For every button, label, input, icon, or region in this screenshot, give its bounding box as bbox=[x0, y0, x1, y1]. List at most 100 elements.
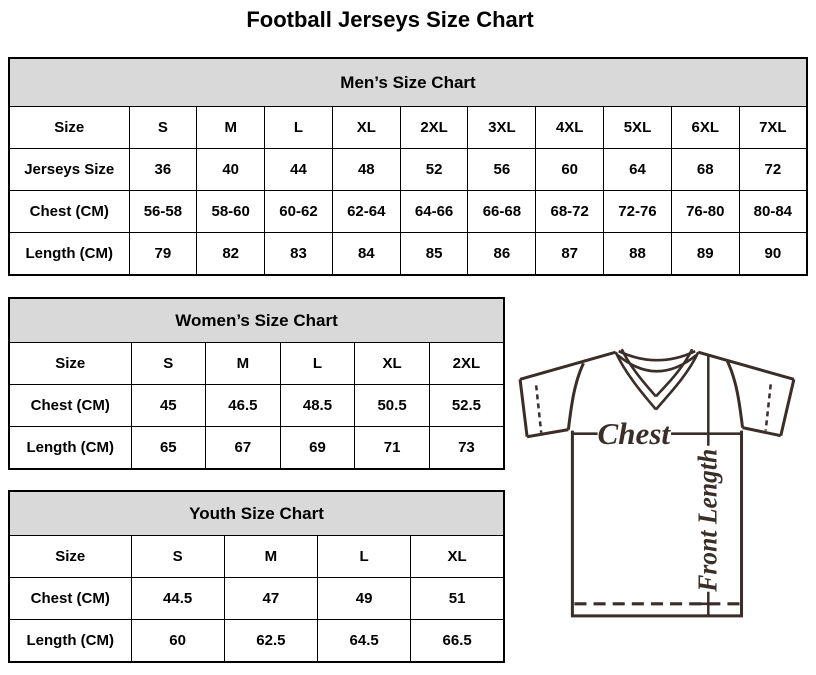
women-table-row: Chest (CM) 45 46.5 48.5 50.5 52.5 bbox=[8, 384, 505, 427]
men-value-cell: M bbox=[196, 106, 266, 149]
youth-row-label: Chest (CM) bbox=[8, 577, 132, 620]
men-value-cell: 60 bbox=[535, 148, 605, 191]
sleeve-stitch-lines bbox=[534, 384, 772, 433]
youth-value-cell: XL bbox=[410, 535, 505, 578]
youth-value-cell: 62.5 bbox=[223, 619, 319, 663]
youth-value-cell: 64.5 bbox=[316, 619, 412, 663]
women-row-label: Chest (CM) bbox=[8, 384, 132, 427]
men-row-label: Size bbox=[8, 106, 130, 149]
men-value-cell: 80-84 bbox=[738, 190, 808, 233]
youth-table-row: Chest (CM) 44.5 47 49 51 bbox=[8, 577, 505, 620]
men-value-cell: 83 bbox=[264, 232, 333, 276]
men-value-cell: 89 bbox=[670, 232, 740, 276]
men-value-cell: 48 bbox=[331, 148, 401, 191]
women-value-cell: 45 bbox=[130, 384, 207, 427]
men-value-cell: 68-72 bbox=[535, 190, 605, 233]
women-table-row: Length (CM) 65 67 69 71 73 bbox=[8, 426, 505, 470]
women-value-cell: L bbox=[279, 342, 356, 385]
mens-size-table: Men’s Size Chart Size S M L XL 2XL 3XL 4XL 5XL 6XL… bbox=[8, 57, 808, 276]
women-value-cell: S bbox=[130, 342, 207, 385]
jersey-outline-icon bbox=[518, 348, 796, 618]
women-value-cell: 52.5 bbox=[428, 384, 505, 427]
men-value-cell: 72 bbox=[738, 148, 808, 191]
womens-size-table: Women’s Size Chart Size S M L XL 2XL Chest (CM)… bbox=[8, 297, 505, 470]
youth-value-cell: 66.5 bbox=[410, 619, 505, 663]
youth-size-table: Youth Size Chart Size S M L XL Chest (CM) 44.5 4… bbox=[8, 490, 505, 663]
men-value-cell: 64-66 bbox=[399, 190, 469, 233]
women-value-cell: 48.5 bbox=[279, 384, 356, 427]
men-table-row: Chest (CM) 56-58 58-60 60-62 62-64 64-66 66-68… bbox=[8, 190, 808, 233]
men-value-cell: 6XL bbox=[670, 106, 740, 149]
youth-chart-title: Youth Size Chart bbox=[8, 490, 505, 536]
women-value-cell: 69 bbox=[279, 426, 356, 470]
men-value-cell: 3XL bbox=[467, 106, 537, 149]
women-value-cell: 46.5 bbox=[205, 384, 281, 427]
men-value-cell: 87 bbox=[535, 232, 605, 276]
men-value-cell: S bbox=[128, 106, 198, 149]
youth-value-cell: L bbox=[316, 535, 412, 578]
women-chart-title: Women’s Size Chart bbox=[8, 297, 505, 343]
women-value-cell: 50.5 bbox=[354, 384, 430, 427]
youth-value-cell: S bbox=[130, 535, 225, 578]
mens-size-chart-table: Men’s Size Chart Size S M L XL 2XL 3XL 4XL 5XL 6XL… bbox=[8, 57, 808, 276]
women-value-cell: 71 bbox=[354, 426, 430, 470]
chest-label: Chest bbox=[598, 417, 672, 451]
women-value-cell: 2XL bbox=[428, 342, 505, 385]
women-value-cell: 73 bbox=[428, 426, 505, 470]
women-table-row: Size S M L XL 2XL bbox=[8, 342, 505, 385]
men-value-cell: 84 bbox=[331, 232, 401, 276]
men-table-row: Jerseys Size 36 40 44 48 52 56 60 64 68 72 bbox=[8, 148, 808, 191]
men-value-cell: 72-76 bbox=[603, 190, 672, 233]
women-row-label: Size bbox=[8, 342, 132, 385]
front-length-measure-line bbox=[700, 356, 717, 616]
men-value-cell: 52 bbox=[399, 148, 469, 191]
men-value-cell: 58-60 bbox=[196, 190, 266, 233]
men-value-cell: 7XL bbox=[738, 106, 808, 149]
men-value-cell: 44 bbox=[264, 148, 333, 191]
men-table-row: Length (CM) 79 82 83 84 85 86 87 88 89 90 bbox=[8, 232, 808, 276]
youth-value-cell: 60 bbox=[130, 619, 225, 663]
men-value-cell: 36 bbox=[128, 148, 198, 191]
women-value-cell: XL bbox=[354, 342, 430, 385]
youth-value-cell: 49 bbox=[316, 577, 412, 620]
men-value-cell: 62-64 bbox=[331, 190, 401, 233]
women-value-cell: M bbox=[205, 342, 281, 385]
men-value-cell: XL bbox=[331, 106, 401, 149]
men-table-row: Size S M L XL 2XL 3XL 4XL 5XL 6XL 7XL bbox=[8, 106, 808, 149]
men-row-label: Length (CM) bbox=[8, 232, 130, 276]
jersey-measurement-diagram: Chest Front Length bbox=[518, 348, 796, 618]
men-value-cell: 56 bbox=[467, 148, 537, 191]
men-value-cell: 5XL bbox=[603, 106, 672, 149]
men-value-cell: 82 bbox=[196, 232, 266, 276]
men-value-cell: 40 bbox=[196, 148, 266, 191]
men-value-cell: 64 bbox=[603, 148, 672, 191]
youth-value-cell: 44.5 bbox=[130, 577, 225, 620]
men-chart-title: Men’s Size Chart bbox=[8, 57, 808, 107]
men-value-cell: 68 bbox=[670, 148, 740, 191]
men-value-cell: L bbox=[264, 106, 333, 149]
front-length-label: Front Length bbox=[692, 449, 722, 593]
youth-value-cell: M bbox=[223, 535, 319, 578]
men-value-cell: 2XL bbox=[399, 106, 469, 149]
men-value-cell: 88 bbox=[603, 232, 672, 276]
men-row-label: Jerseys Size bbox=[8, 148, 130, 191]
youth-table-row: Size S M L XL bbox=[8, 535, 505, 578]
men-value-cell: 76-80 bbox=[670, 190, 740, 233]
youth-row-label: Size bbox=[8, 535, 132, 578]
youth-size-chart-table: Youth Size Chart Size S M L XL Chest (CM) 44.5 4… bbox=[8, 490, 505, 663]
page-title: Football Jerseys Size Chart bbox=[246, 7, 534, 32]
women-value-cell: 65 bbox=[130, 426, 207, 470]
men-value-cell: 56-58 bbox=[128, 190, 198, 233]
youth-value-cell: 47 bbox=[223, 577, 319, 620]
men-value-cell: 86 bbox=[467, 232, 537, 276]
womens-size-chart-table: Women’s Size Chart Size S M L XL 2XL Chest (CM)… bbox=[8, 297, 505, 470]
men-value-cell: 85 bbox=[399, 232, 469, 276]
youth-table-row: Length (CM) 60 62.5 64.5 66.5 bbox=[8, 619, 505, 663]
men-value-cell: 79 bbox=[128, 232, 198, 276]
men-value-cell: 66-68 bbox=[467, 190, 537, 233]
men-row-label: Chest (CM) bbox=[8, 190, 130, 233]
men-value-cell: 4XL bbox=[535, 106, 605, 149]
men-value-cell: 60-62 bbox=[264, 190, 333, 233]
youth-value-cell: 51 bbox=[410, 577, 505, 620]
